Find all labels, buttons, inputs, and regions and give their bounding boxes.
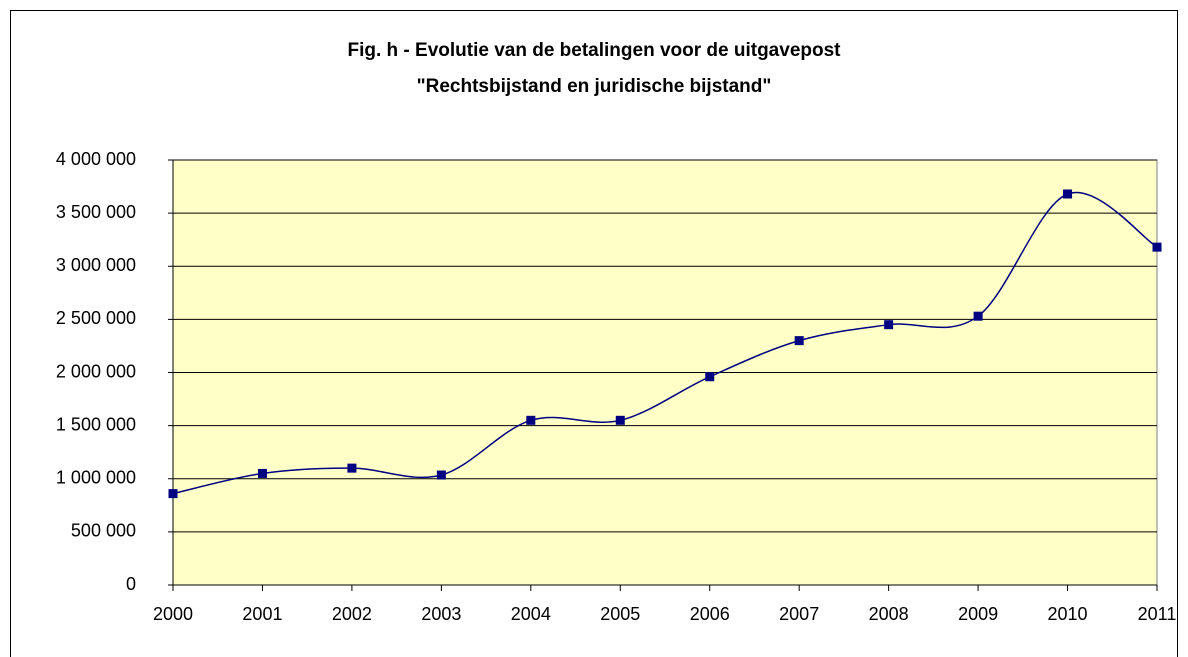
data-point <box>526 415 536 425</box>
x-tick-label: 2010 <box>1048 604 1088 624</box>
y-tick-label: 2 500 000 <box>56 308 136 328</box>
y-tick-label: 2 000 000 <box>56 361 136 381</box>
data-point <box>347 463 357 473</box>
data-point <box>168 489 178 499</box>
y-tick-label: 0 <box>126 574 136 594</box>
data-point <box>705 372 715 382</box>
data-point <box>1152 242 1162 252</box>
x-tick-label: 2011 <box>1138 604 1177 624</box>
y-tick-label: 3 000 000 <box>56 255 136 275</box>
x-tick-label: 2003 <box>421 604 461 624</box>
chart-title: Fig. h - Evolutie van de betalingen voor… <box>347 40 841 61</box>
data-point <box>436 470 446 480</box>
chart-title: "Rechtsbijstand en juridische bijstand" <box>417 76 772 97</box>
data-point <box>615 415 625 425</box>
x-tick-label: 2000 <box>153 604 193 624</box>
y-tick-label: 500 000 <box>71 521 136 541</box>
x-tick-label: 2001 <box>242 604 282 624</box>
data-point <box>884 320 894 330</box>
data-point <box>973 311 983 321</box>
y-tick-label: 4 000 000 <box>56 149 136 169</box>
x-tick-label: 2006 <box>690 604 730 624</box>
x-tick-label: 2004 <box>511 604 551 624</box>
data-point <box>1063 189 1073 199</box>
x-tick-label: 2005 <box>600 604 640 624</box>
data-point <box>794 336 804 346</box>
y-tick-label: 1 500 000 <box>56 414 136 434</box>
x-tick-label: 2007 <box>779 604 819 624</box>
y-tick-label: 3 500 000 <box>56 202 136 222</box>
x-tick-label: 2002 <box>332 604 372 624</box>
x-tick-label: 2009 <box>958 604 998 624</box>
x-tick-label: 2008 <box>869 604 909 624</box>
data-point <box>257 468 267 478</box>
y-tick-label: 1 000 000 <box>56 468 136 488</box>
